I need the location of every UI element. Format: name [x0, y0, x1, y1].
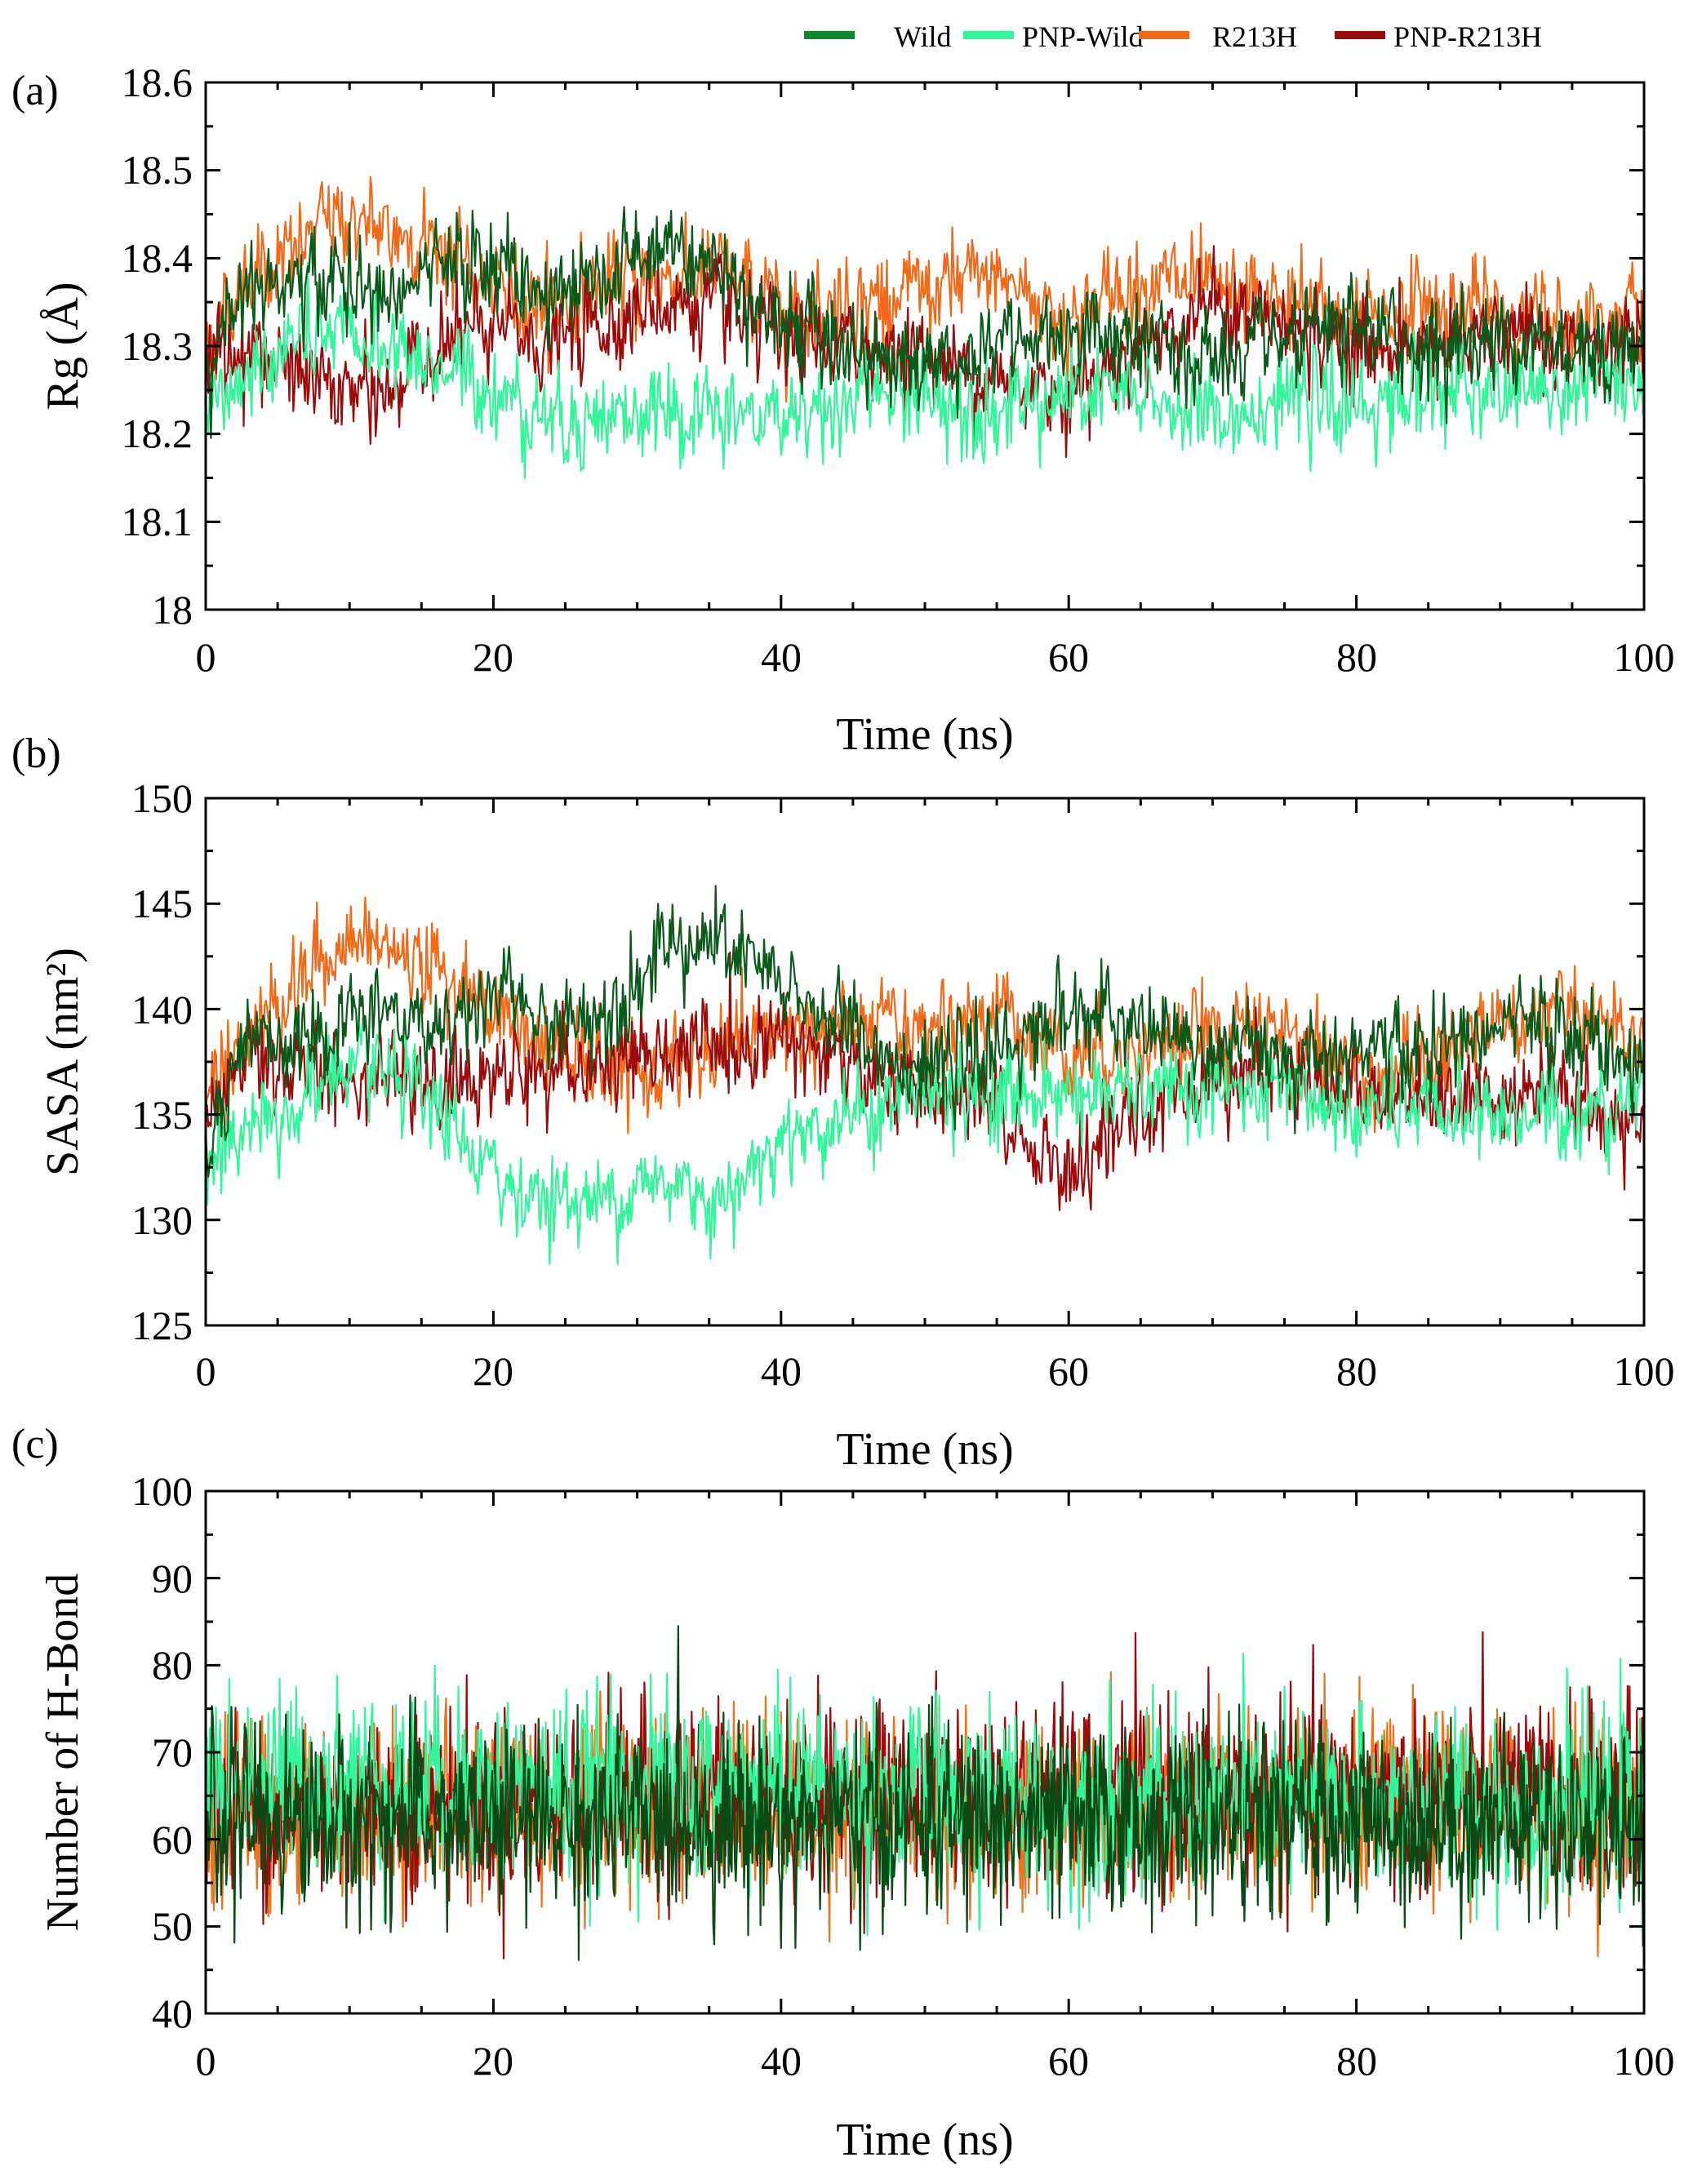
x-tick-label: 60	[1048, 2038, 1089, 2084]
panel-b-y-axis-title: SASA (nm²)	[38, 948, 88, 1176]
legend-item-pnp-r213h: PNP-R213H	[1335, 20, 1542, 53]
y-tick-label: 135	[131, 1092, 193, 1138]
x-tick-label: 0	[196, 634, 216, 680]
y-tick-label: 18.2	[122, 411, 193, 456]
series-line-wild	[206, 885, 1644, 1178]
y-tick-label: 150	[131, 775, 193, 821]
x-tick-label: 80	[1336, 1348, 1377, 1394]
series-line-pnp-wild	[206, 261, 1644, 479]
y-tick-label: 130	[131, 1197, 193, 1243]
y-tick-label: 18.6	[122, 60, 193, 105]
x-tick-label: 100	[1614, 1348, 1675, 1394]
legend-swatch-pnp-r213h	[1335, 31, 1385, 39]
x-tick-label: 20	[473, 634, 513, 680]
x-tick-label: 40	[761, 2038, 802, 2084]
y-tick-label: 70	[152, 1729, 193, 1775]
legend-item-pnp-wild: PNP-Wild	[963, 20, 1144, 53]
y-tick-label: 140	[131, 987, 193, 1032]
y-tick-label: 18	[152, 587, 193, 633]
y-tick-label: 60	[152, 1817, 193, 1862]
legend-label-pnp-wild: PNP-Wild	[1022, 20, 1144, 53]
panel-a-x-axis-title: Time (ns)	[836, 709, 1013, 760]
legend-item-r213h: R213H	[1139, 20, 1297, 53]
y-tick-label: 50	[152, 1903, 193, 1949]
x-tick-label: 100	[1614, 634, 1675, 680]
y-tick-label: 18.5	[122, 147, 193, 193]
panel-a-series	[206, 175, 1644, 479]
legend-label-pnp-r213h: PNP-R213H	[1393, 20, 1542, 53]
panel-label-a: (a)	[11, 68, 59, 114]
y-tick-label: 40	[152, 1991, 193, 2036]
panel-a-y-axis-title: Rg (Å)	[38, 282, 88, 410]
y-tick-label: 18.3	[122, 323, 193, 369]
panel-b-x-tick-labels: 0 20 40 60 80 100	[196, 1348, 1675, 1394]
panel-b-frame	[204, 797, 1646, 1327]
x-tick-label: 100	[1614, 2038, 1675, 2084]
x-tick-label: 60	[1048, 634, 1089, 680]
panel-b-x-axis-title: Time (ns)	[836, 1424, 1013, 1475]
panel-c-x-axis-title: Time (ns)	[836, 2115, 1013, 2165]
panel-c-y-tick-labels: 40 50 60 70 80 90 100	[131, 1468, 193, 2036]
series-line-wild	[206, 1625, 1644, 1961]
y-tick-label: 100	[131, 1468, 193, 1514]
x-tick-label: 20	[473, 1348, 513, 1394]
x-tick-label: 0	[196, 2038, 216, 2084]
legend-label-r213h: R213H	[1212, 20, 1297, 53]
legend-label-wild: Wild	[894, 20, 952, 53]
legend-swatch-wild	[804, 31, 855, 39]
x-tick-label: 20	[473, 2038, 513, 2084]
y-tick-label: 125	[131, 1303, 193, 1348]
panel-c-frame	[204, 1489, 1646, 2015]
x-tick-label: 60	[1048, 1348, 1089, 1394]
panel-label-b: (b)	[11, 730, 61, 777]
y-tick-label: 90	[152, 1556, 193, 1601]
series-line-wild	[206, 206, 1644, 440]
x-tick-label: 0	[196, 1348, 216, 1394]
x-tick-label: 80	[1336, 634, 1377, 680]
panel-label-c: (c)	[11, 1421, 59, 1467]
panel-c-series	[206, 1625, 1644, 1961]
legend: Wild PNP-Wild R213H PNP-R213H	[804, 20, 1542, 53]
panel-b-y-tick-labels: 125 130 135 140 145 150	[131, 775, 193, 1348]
panel-a-frame	[204, 81, 1646, 611]
y-tick-label: 80	[152, 1642, 193, 1688]
panel-c-ticks	[204, 1489, 1646, 2015]
panel-b: (b) 125 130 135 140 145 150 0 20 40 60 8…	[11, 730, 1675, 1475]
legend-swatch-pnp-wild	[963, 31, 1014, 39]
y-tick-label: 18.4	[122, 235, 193, 281]
panel-c-y-axis-title: Number of H-Bond	[38, 1574, 88, 1932]
x-tick-label: 80	[1336, 2038, 1377, 2084]
panel-a: (a) 18 18.1 18.2 18.3 18.4 18.5 18.6 0 2…	[11, 60, 1675, 760]
panel-c: (c) 40 50 60 70 80 90 100 0 20 40 60 80 …	[11, 1421, 1675, 2165]
panel-c-x-tick-labels: 0 20 40 60 80 100	[196, 2038, 1675, 2084]
panel-a-y-tick-labels: 18 18.1 18.2 18.3 18.4 18.5 18.6	[122, 60, 193, 633]
x-tick-label: 40	[761, 634, 802, 680]
y-tick-label: 145	[131, 881, 193, 926]
series-line-pnp-wild	[206, 1017, 1644, 1266]
series-line-r213h	[206, 896, 1644, 1134]
legend-item-wild: Wild	[804, 20, 952, 53]
legend-swatch-r213h	[1139, 31, 1189, 39]
panel-b-series	[206, 885, 1644, 1266]
x-tick-label: 40	[761, 1348, 802, 1394]
panel-a-x-tick-labels: 0 20 40 60 80 100	[196, 634, 1675, 680]
y-tick-label: 18.1	[122, 499, 193, 544]
